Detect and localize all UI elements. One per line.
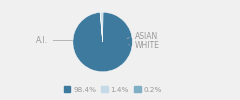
Text: WHITE: WHITE — [129, 41, 160, 50]
Text: A.I.: A.I. — [36, 36, 72, 45]
Wedge shape — [100, 12, 103, 42]
Legend: 98.4%, 1.4%, 0.2%: 98.4%, 1.4%, 0.2% — [61, 83, 165, 95]
Text: ASIAN: ASIAN — [127, 32, 158, 41]
Wedge shape — [100, 12, 103, 42]
Wedge shape — [73, 12, 132, 72]
